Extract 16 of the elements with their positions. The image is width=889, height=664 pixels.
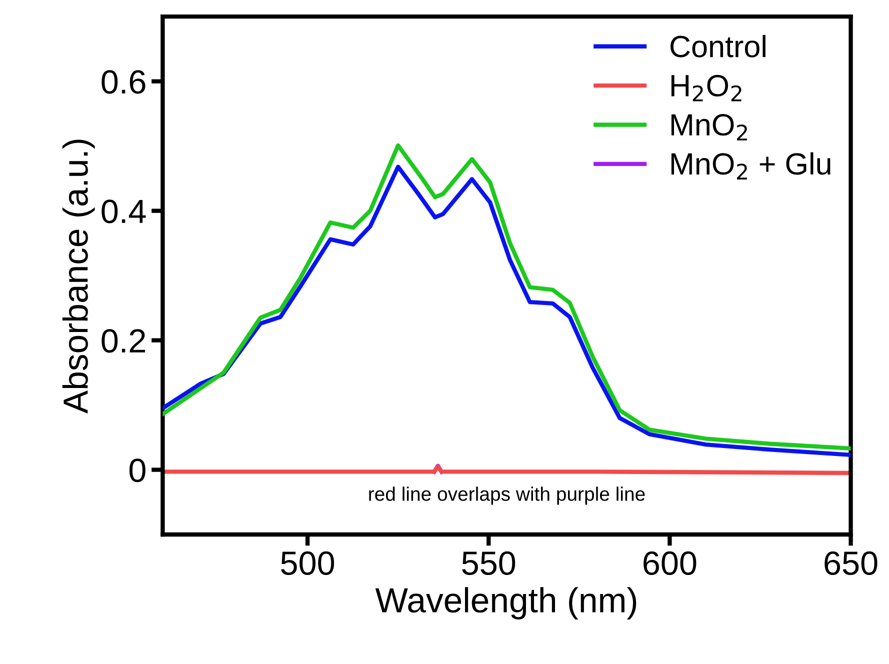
legend-label: Control	[670, 34, 766, 58]
line-series	[162, 464, 851, 476]
y-tick-label: 0.4	[102, 200, 146, 224]
x-axis-title: Wavelength (nm)	[375, 587, 636, 620]
legend-label: H$_{2}$O$_{2}$	[671, 74, 742, 102]
y-tick-label: 0	[129, 458, 146, 482]
y-axis-title: Absorbance (a.u.)	[62, 140, 95, 414]
x-tick-label: 600	[644, 551, 696, 575]
x-tick-label: 550	[462, 551, 516, 575]
x-tick-label: 650	[824, 551, 878, 575]
y-tick-label: 0.2	[102, 329, 146, 353]
legend-label: MnO$_{2}$	[671, 114, 747, 140]
annotation: red line overlaps with purple line	[369, 486, 645, 505]
y-tick-label: 0.6	[102, 70, 146, 94]
legend-label: MnO$_{2}$ + Glu	[671, 152, 830, 180]
x-tick-label: 500	[281, 551, 334, 575]
